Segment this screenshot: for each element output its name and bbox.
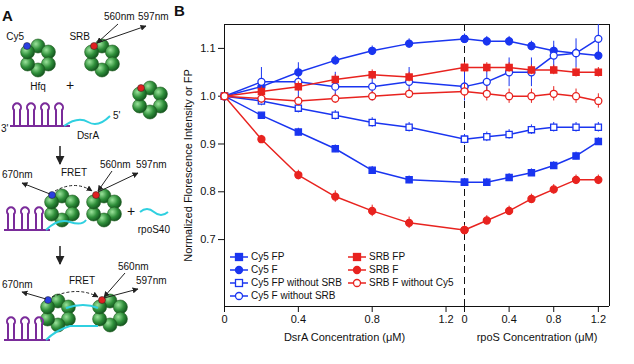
svg-text:FRET: FRET bbox=[69, 275, 95, 286]
html-text:Cy5 F: Cy5 F bbox=[251, 264, 278, 275]
html-text:SRB F without Cy5: SRB F without Cy5 bbox=[369, 277, 454, 288]
html-text:Cy5 F without SRB: Cy5 F without SRB bbox=[251, 290, 336, 301]
svg-text:+: + bbox=[66, 77, 74, 93]
svg-text:0.4: 0.4 bbox=[291, 313, 306, 325]
svg-text:rpoS Concentration (μM): rpoS Concentration (μM) bbox=[477, 331, 598, 343]
svg-text:560nm: 560nm bbox=[104, 11, 135, 22]
svg-text:1.2: 1.2 bbox=[591, 313, 606, 325]
svg-text:0: 0 bbox=[221, 313, 227, 325]
svg-text:rpoS40: rpoS40 bbox=[138, 224, 171, 235]
svg-text:3': 3' bbox=[1, 123, 9, 134]
svg-text:597nm: 597nm bbox=[138, 11, 169, 22]
html-text:SRB F: SRB F bbox=[369, 264, 399, 275]
svg-text:597nm: 597nm bbox=[136, 159, 167, 170]
html-text:Cy5 FP: Cy5 FP bbox=[251, 251, 285, 262]
svg-text:A: A bbox=[2, 8, 13, 24]
svg-text:597nm: 597nm bbox=[136, 275, 167, 286]
svg-text:DsrA: DsrA bbox=[77, 130, 100, 141]
svg-text:0.8: 0.8 bbox=[365, 313, 380, 325]
html-text:Cy5 FP without SRB: Cy5 FP without SRB bbox=[251, 277, 342, 288]
svg-text:0.4: 0.4 bbox=[501, 313, 516, 325]
svg-text:560nm: 560nm bbox=[100, 159, 131, 170]
svg-text:FRET: FRET bbox=[61, 167, 87, 178]
svg-text:5': 5' bbox=[113, 110, 121, 121]
svg-text:Normalized Florescence Intensi: Normalized Florescence Intensity or FP bbox=[182, 69, 194, 262]
svg-text:560nm: 560nm bbox=[118, 261, 149, 272]
svg-text:0.8: 0.8 bbox=[200, 185, 215, 197]
svg-text:1.1: 1.1 bbox=[200, 42, 215, 54]
svg-text:1.0: 1.0 bbox=[200, 90, 215, 102]
svg-text:670nm: 670nm bbox=[2, 279, 33, 290]
svg-text:670nm: 670nm bbox=[2, 169, 33, 180]
svg-text:Cy5: Cy5 bbox=[6, 31, 24, 42]
svg-text:0.7: 0.7 bbox=[200, 233, 215, 245]
html-text:SRB FP: SRB FP bbox=[369, 251, 406, 262]
svg-text:DsrA Concentration (μM): DsrA Concentration (μM) bbox=[284, 331, 405, 343]
svg-text:0: 0 bbox=[461, 313, 467, 325]
svg-text:1.2: 1.2 bbox=[438, 313, 453, 325]
svg-text:SRB: SRB bbox=[69, 31, 90, 42]
svg-text:0.8: 0.8 bbox=[546, 313, 561, 325]
svg-text:Hfq: Hfq bbox=[30, 81, 46, 92]
svg-text:0.9: 0.9 bbox=[200, 138, 215, 150]
svg-text:+: + bbox=[127, 203, 135, 219]
html-text:B: B bbox=[174, 2, 185, 19]
